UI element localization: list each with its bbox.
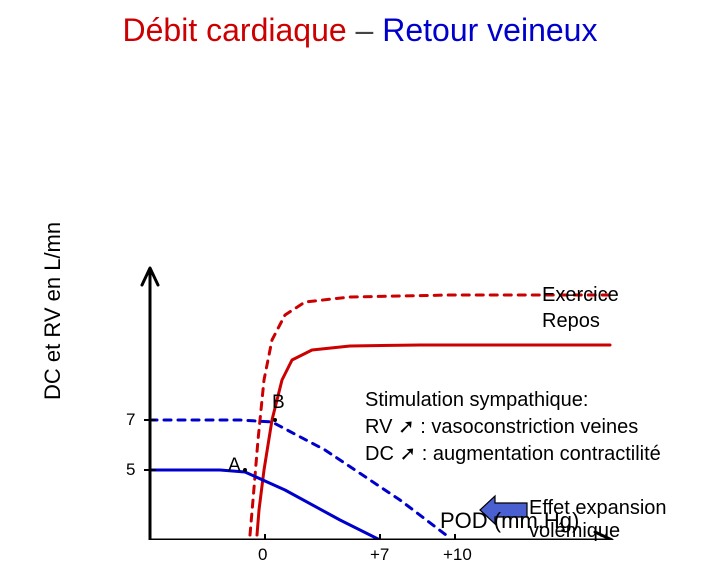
up-arrow-icon: ➚ xyxy=(399,443,416,465)
x-tick-10: +10 xyxy=(443,545,472,565)
y-tick-5: 5 xyxy=(126,460,135,480)
x-tick-7: +7 xyxy=(370,545,389,565)
title-part2: Retour veineux xyxy=(382,12,597,48)
legend-exercice: Exercice xyxy=(542,283,619,308)
point-label-b: B xyxy=(272,392,285,414)
point-label-a: A xyxy=(228,455,241,477)
stim-dc-prefix: DC xyxy=(365,443,399,465)
title-separator: – xyxy=(347,12,383,48)
stim-rv-prefix: RV xyxy=(365,416,398,438)
page-title: Débit cardiaque – Retour veineux xyxy=(0,0,720,49)
x-tick-0: 0 xyxy=(258,545,267,565)
title-part1: Débit cardiaque xyxy=(123,12,347,48)
x-axis-label: POD (mm.Hg) xyxy=(440,508,579,534)
y-tick-7: 7 xyxy=(126,410,135,430)
stim-rv-suffix: : vasoconstriction veines xyxy=(415,416,638,438)
stimulation-line1: Stimulation sympathique: xyxy=(365,388,588,413)
stim-dc-suffix: : augmentation contractilité xyxy=(416,443,661,465)
legend-repos: Repos xyxy=(542,309,600,334)
chart-container: 7 5 0 +7 +10 A B Exercice Repos Stimulat… xyxy=(50,140,670,520)
up-arrow-icon: ➚ xyxy=(398,416,415,438)
chart-svg xyxy=(50,140,690,540)
stimulation-line3: DC ➚ : augmentation contractilité xyxy=(365,442,661,467)
stimulation-line2: RV ➚ : vasoconstriction veines xyxy=(365,415,638,440)
